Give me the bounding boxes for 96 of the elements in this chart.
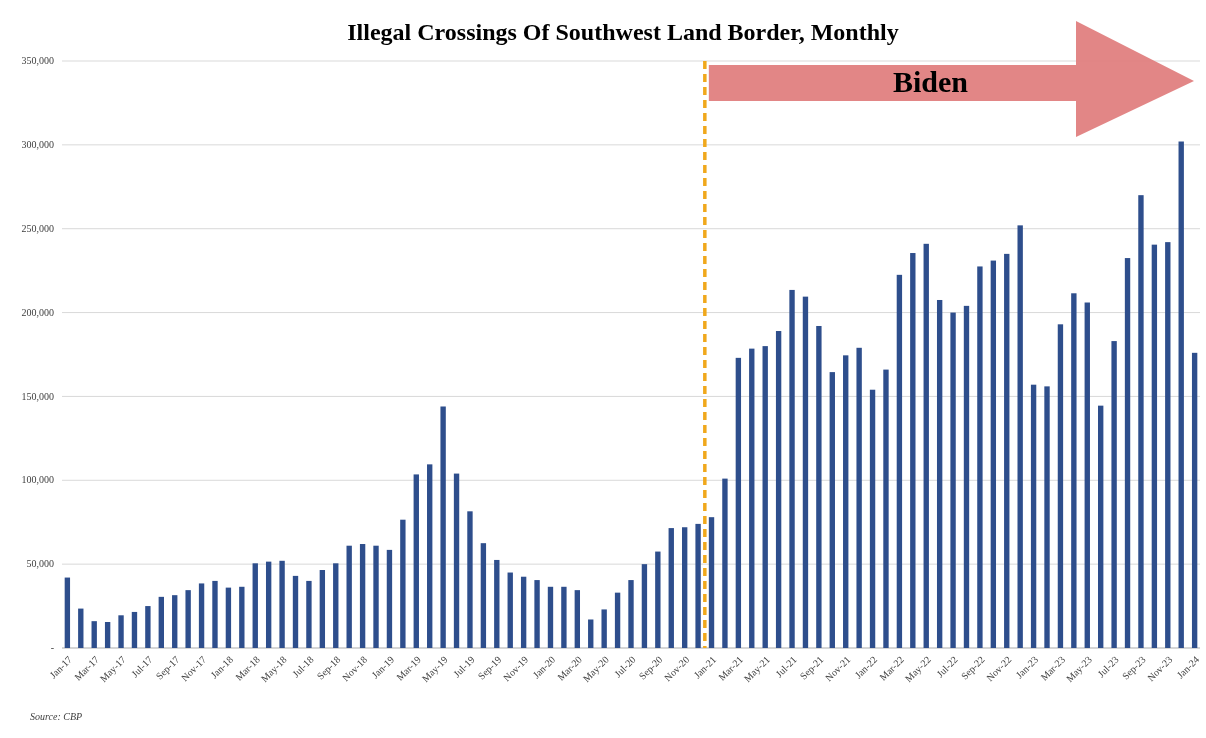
bar [990, 260, 997, 648]
bar [520, 576, 527, 648]
bar [1151, 244, 1158, 648]
bar [856, 347, 862, 648]
bar [601, 609, 607, 648]
bar [534, 580, 540, 648]
y-tick-label: 250,000 [21, 222, 54, 234]
bar [936, 299, 943, 648]
bar [252, 563, 258, 648]
bar [118, 615, 124, 648]
y-tick-label: 200,000 [21, 306, 54, 318]
bar [198, 583, 205, 648]
bar [1138, 195, 1144, 648]
bar [400, 519, 406, 648]
source-note: Source: CBP [30, 711, 83, 722]
bar [346, 545, 352, 648]
y-tick-label: 300,000 [21, 139, 54, 151]
bar [789, 289, 795, 648]
bar [333, 563, 339, 648]
bar [963, 305, 970, 648]
bar [547, 586, 554, 648]
bar [923, 243, 929, 648]
bar [131, 611, 138, 648]
bar [1017, 225, 1023, 648]
annotation: Biden [892, 65, 969, 98]
bar [64, 577, 71, 648]
bar [816, 325, 822, 648]
bar [386, 549, 393, 648]
bar [494, 559, 500, 648]
bar [588, 619, 594, 648]
bar [614, 592, 621, 648]
bar [628, 580, 634, 648]
chart-title: Illegal Crossings Of Southwest Land Border, Monthly [347, 19, 899, 45]
bar [1111, 341, 1117, 648]
bar [682, 527, 688, 648]
bar [869, 389, 876, 648]
bar [319, 570, 326, 648]
bar [440, 406, 446, 648]
bar [91, 621, 97, 648]
bar [172, 595, 178, 648]
bar [104, 622, 111, 648]
bar [467, 511, 473, 648]
y-tick-label: - [50, 642, 54, 654]
bar [145, 606, 151, 648]
bar [480, 543, 487, 648]
bar [655, 551, 661, 648]
y-tick-label: 150,000 [21, 390, 54, 402]
bar [225, 587, 232, 648]
bar [802, 296, 809, 648]
bar [722, 478, 728, 648]
bar [668, 528, 674, 648]
y-tick-label: 350,000 [21, 55, 54, 67]
bar [265, 561, 272, 648]
bar [641, 564, 648, 648]
bar [1044, 386, 1050, 648]
bar [561, 586, 567, 648]
bar [829, 372, 835, 648]
bar [950, 312, 956, 648]
bar [574, 590, 580, 648]
bar [306, 580, 312, 648]
bar [977, 266, 983, 648]
bar [1057, 324, 1064, 648]
bar [1030, 384, 1037, 648]
bar [708, 517, 715, 648]
bar [762, 346, 768, 648]
bar [507, 572, 513, 648]
bar [185, 590, 191, 648]
bar [735, 357, 742, 648]
bar [1004, 253, 1010, 648]
bar [239, 586, 245, 648]
bar [1084, 302, 1090, 648]
bar [749, 348, 755, 648]
bar [695, 523, 701, 648]
bar [843, 355, 849, 648]
y-tick-label: 100,000 [21, 474, 54, 486]
bar [1191, 352, 1198, 648]
bar [413, 474, 419, 648]
bar [453, 473, 460, 648]
bar [1124, 258, 1131, 648]
bar [883, 369, 889, 648]
bar [212, 580, 218, 648]
bar [78, 608, 84, 648]
bar [775, 331, 782, 648]
bar [292, 575, 299, 648]
bar [1071, 293, 1077, 648]
bar [896, 274, 903, 648]
bar [158, 596, 164, 648]
bar [279, 560, 285, 648]
bar [1165, 242, 1171, 648]
y-tick-label: 50,000 [26, 558, 54, 570]
bar [427, 464, 433, 648]
bar [359, 544, 366, 648]
bar [1098, 405, 1104, 648]
bar [373, 545, 379, 648]
bar [910, 253, 916, 648]
bar [1178, 141, 1184, 648]
